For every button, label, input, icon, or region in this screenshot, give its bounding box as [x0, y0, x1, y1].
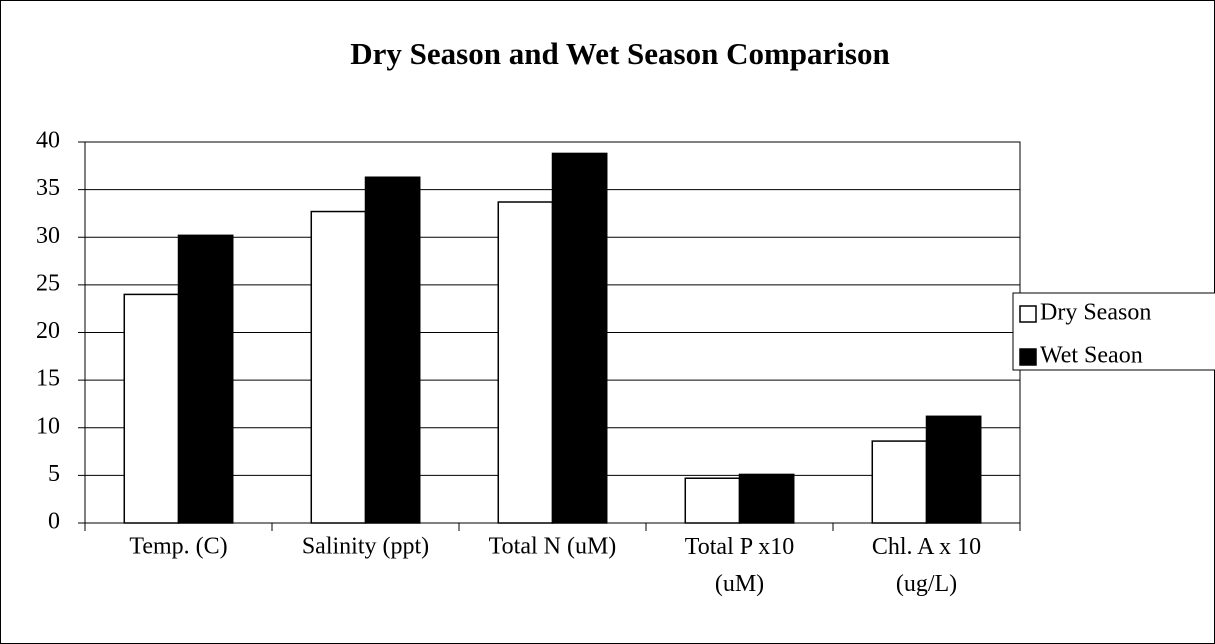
bar — [684, 477, 741, 524]
bar — [497, 201, 554, 524]
bar — [177, 234, 234, 524]
y-tick-label: 20 — [36, 318, 60, 344]
y-tick-label: 40 — [36, 128, 60, 154]
bar — [925, 415, 982, 524]
bar — [738, 473, 795, 524]
legend-box — [1012, 292, 1215, 371]
y-tick-label: 10 — [36, 413, 60, 439]
x-tick-label: Chl. A x 10 (ug/L) — [872, 534, 981, 597]
legend-label: Dry Season — [1040, 300, 1151, 326]
bar — [551, 152, 608, 524]
legend-swatch — [1019, 348, 1037, 366]
bar — [310, 210, 367, 524]
x-tick-label: Total P x10 (uM) — [685, 534, 794, 597]
legend-label: Wet Seaon — [1040, 343, 1143, 369]
y-tick-label: 0 — [48, 509, 60, 535]
bar — [871, 440, 928, 524]
y-tick-label: 5 — [48, 461, 60, 487]
y-tick-label: 30 — [36, 223, 60, 249]
y-tick-label: 35 — [36, 175, 60, 201]
x-tick-label: Temp. (C) — [129, 534, 227, 560]
legend-swatch — [1019, 305, 1037, 323]
bar — [364, 176, 421, 524]
y-tick-label: 25 — [36, 270, 60, 296]
bar — [123, 293, 180, 524]
x-tick-label: Total N (uM) — [489, 534, 617, 560]
x-tick-label: Salinity (ppt) — [302, 534, 429, 560]
chart-title: Dry Season and Wet Season Comparison — [350, 36, 889, 71]
y-tick-label: 15 — [36, 366, 60, 392]
